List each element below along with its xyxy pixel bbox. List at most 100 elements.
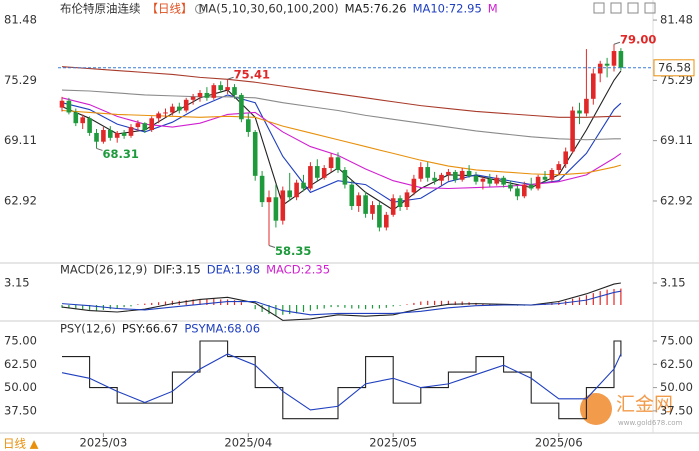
- indicator-line: [61, 89, 621, 141]
- candle-body: [108, 130, 113, 138]
- legend-text: MACD(26,12,9): [60, 263, 147, 277]
- candle-body: [487, 178, 493, 184]
- candle-body: [328, 157, 334, 169]
- y-tick-label: 75.29: [4, 73, 37, 87]
- candle-body: [549, 169, 555, 180]
- candle-body: [218, 85, 223, 91]
- candle-body: [232, 87, 237, 95]
- candle-body: [356, 195, 361, 207]
- candle-body: [80, 117, 85, 124]
- tool-icon[interactable]: [610, 2, 622, 14]
- candle-body: [363, 195, 368, 214]
- candle-body: [308, 166, 313, 189]
- annotation-label: 68.31: [103, 147, 139, 161]
- y-tick-label: 62.50: [660, 357, 693, 371]
- y-tick-label: 50.00: [4, 380, 37, 394]
- candle-body: [515, 188, 520, 197]
- candle-body: [114, 132, 120, 138]
- y-tick-label: 62.92: [4, 193, 37, 207]
- candle-body: [266, 197, 272, 203]
- legend-text: DEA:1.98: [207, 263, 260, 277]
- candle-body: [556, 164, 562, 170]
- candle-body: [508, 184, 513, 189]
- y-tick-label: 3.15: [660, 276, 686, 290]
- candle-body: [142, 123, 148, 131]
- candle-body: [535, 176, 541, 189]
- candle-body: [170, 106, 175, 113]
- tool-icon[interactable]: [627, 2, 639, 14]
- x-tick-label: 2025/03: [80, 436, 128, 450]
- candle-body: [604, 63, 610, 66]
- legend-text: PSY(12,6): [60, 322, 116, 336]
- candle-body: [190, 96, 196, 100]
- candle-body: [287, 190, 292, 198]
- candle-body: [591, 73, 596, 99]
- indicator-line: [61, 66, 621, 118]
- indicator-line: [62, 340, 622, 420]
- annotation-leader: [227, 76, 234, 80]
- candle-body: [163, 112, 168, 114]
- y-tick-label: 75.00: [4, 333, 37, 347]
- tool-icon[interactable]: [644, 2, 656, 14]
- legend-text: DIF:3.15: [153, 263, 200, 277]
- candle-body: [225, 87, 230, 91]
- y-tick-label: 81.48: [660, 13, 693, 27]
- annotation-label: 58.35: [275, 244, 311, 258]
- x-tick-label: 2025/05: [369, 436, 417, 450]
- candle-body: [315, 166, 320, 178]
- settings-icon[interactable]: [195, 4, 205, 14]
- candle-body: [418, 167, 424, 179]
- candle-body: [121, 132, 127, 136]
- y-tick-label: 50.00: [660, 380, 693, 394]
- y-tick-label: 3.15: [4, 276, 30, 290]
- annotation-leader: [268, 245, 276, 248]
- candle-body: [404, 192, 410, 208]
- period-switch[interactable]: 日线 ▲: [3, 437, 39, 451]
- candle-body: [349, 184, 355, 207]
- candle-body: [459, 170, 465, 180]
- candle-body: [584, 98, 589, 114]
- last-price-box: [653, 59, 695, 77]
- candle-body: [149, 118, 154, 131]
- candle-body: [321, 168, 327, 178]
- candle-body: [501, 177, 506, 185]
- candle-body: [128, 127, 134, 136]
- candle-body: [411, 178, 417, 193]
- legend-text: 布伦特原油连续: [60, 2, 141, 16]
- candle-body: [473, 175, 479, 182]
- indicator-line: [61, 353, 622, 411]
- y-tick-label: 69.11: [4, 133, 37, 147]
- candle-body: [252, 131, 258, 176]
- candle-body: [542, 176, 548, 180]
- legend-text: MACD:2.35: [266, 263, 330, 277]
- candle-body: [611, 51, 617, 66]
- legend-text: MA5:76.26: [345, 2, 407, 16]
- y-tick-label: 62.92: [660, 193, 693, 207]
- y-tick-label: 37.50: [4, 403, 37, 417]
- candle-body: [570, 110, 575, 152]
- candle-body: [563, 151, 568, 165]
- candle-body: [453, 171, 458, 180]
- legend-text: PSY:66.67: [122, 322, 179, 336]
- tool-icon[interactable]: [593, 2, 605, 14]
- legend-text: M: [488, 2, 498, 16]
- candle-body: [522, 184, 527, 197]
- legend-text: 【日线】: [147, 2, 193, 16]
- candle-body: [377, 205, 382, 228]
- indicator-line: [61, 282, 621, 321]
- candle-body: [197, 92, 203, 97]
- legend-text: PSYMA:68.06: [184, 322, 260, 336]
- candle-body: [239, 94, 244, 120]
- candle-body: [466, 170, 472, 176]
- candle-body: [446, 171, 451, 175]
- legend-text: MA(5,10,30,60,100,200): [199, 2, 339, 16]
- candle-body: [390, 198, 396, 215]
- annotation-leader: [96, 147, 103, 151]
- candle-body: [259, 175, 265, 203]
- candle-body: [87, 118, 92, 133]
- candle-body: [618, 51, 624, 68]
- candle-body: [280, 190, 286, 221]
- indicator-line: [61, 97, 622, 190]
- candle-body: [177, 106, 182, 111]
